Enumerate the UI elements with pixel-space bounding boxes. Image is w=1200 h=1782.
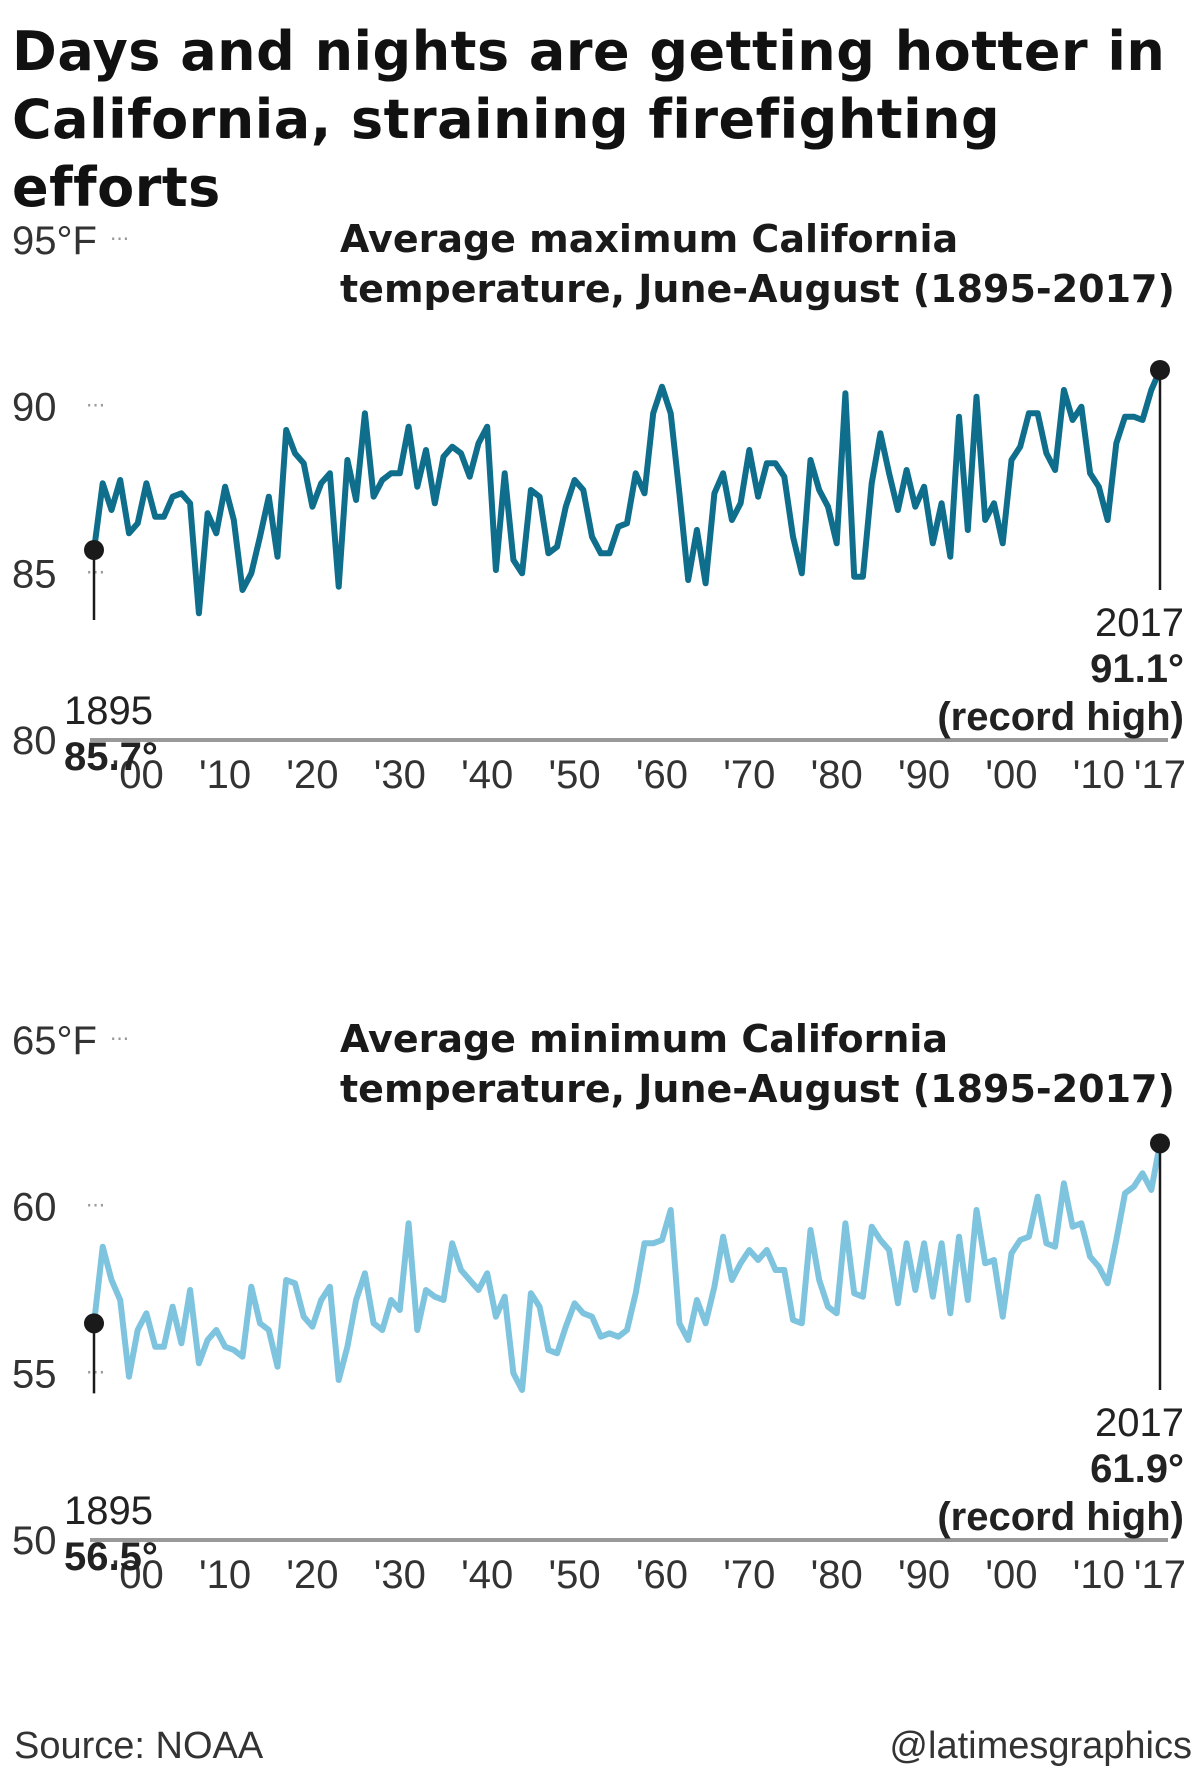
x-tick-label: '10 <box>1073 753 1125 797</box>
start-year: 1895 <box>64 1489 153 1533</box>
x-tick-label: '60 <box>636 753 688 797</box>
x-tick-label: '30 <box>374 753 426 797</box>
x-tick-label: '17 <box>1134 1553 1186 1597</box>
end-callout: 2017 91.1° (record high) <box>937 600 1184 742</box>
x-tick-label: '50 <box>549 1553 601 1597</box>
x-tick-label: '70 <box>723 753 775 797</box>
end-callout: 2017 61.9° (record high) <box>937 1400 1184 1542</box>
y-tick-dots: ··· <box>86 560 105 584</box>
chart-title: Average maximum California temperature, … <box>340 217 1175 311</box>
end-point-marker <box>1150 1133 1170 1154</box>
y-tick-dots: ··· <box>110 1027 129 1051</box>
x-tick-label: '90 <box>898 1553 950 1597</box>
y-tick-label: 90 <box>12 386 57 430</box>
y-tick-dots: ··· <box>86 394 105 418</box>
x-tick-label: '10 <box>199 1553 251 1597</box>
start-point-marker <box>84 540 104 560</box>
start-point-marker <box>84 1313 104 1334</box>
y-tick-label: 50 <box>12 1519 57 1563</box>
x-tick-label: '30 <box>374 1553 426 1597</box>
x-tick-label: '60 <box>636 1553 688 1597</box>
x-tick-label: '40 <box>461 1553 513 1597</box>
x-tick-label: '00 <box>112 1553 164 1597</box>
end-value: 61.9° <box>1090 1447 1184 1491</box>
y-tick-label: 80 <box>12 719 57 763</box>
x-tick-label: '10 <box>1073 1553 1125 1597</box>
end-year: 2017 <box>1095 601 1184 645</box>
x-tick-label: '20 <box>286 753 338 797</box>
y-tick-label: 95°F <box>12 219 97 263</box>
min-temp-chart: 65°F 60 ··· 55 ··· 50 ··· '00 '10 '20 '30 '40 '50 '60… <box>0 1000 1200 1720</box>
y-tick-dots: ··· <box>86 1360 105 1384</box>
x-tick-label: '00 <box>985 1553 1037 1597</box>
start-callout: 1895 56.5° <box>64 1488 158 1580</box>
max-temp-chart: 95°F 90 ··· 85 ··· 80 ··· '00 '10 '20 '30 '40 '50 '60… <box>0 200 1200 920</box>
y-tick-label: 60 <box>12 1186 57 1230</box>
y-tick-label: 85 <box>12 552 57 596</box>
start-value: 56.5° <box>64 1535 158 1579</box>
y-tick-dots: ··· <box>110 227 129 251</box>
chart-title: Average minimum California temperature, … <box>340 1017 1175 1111</box>
end-note: (record high) <box>937 695 1184 739</box>
x-tick-label: '80 <box>811 753 863 797</box>
start-year: 1895 <box>64 689 153 733</box>
headline: Days and nights are getting hotter in Ca… <box>12 20 1166 219</box>
y-tick-dots: ··· <box>86 1194 105 1218</box>
end-point-marker <box>1150 360 1170 380</box>
y-tick-label: 65°F <box>12 1019 97 1063</box>
x-tick-label: '20 <box>286 1553 338 1597</box>
min-temp-chart-svg: 65°F 60 ··· 55 ··· 50 ··· '00 '10 '20 '30 '40 '50 '60… <box>12 1019 1186 1597</box>
end-year: 2017 <box>1095 1401 1184 1445</box>
y-tick-label: 55 <box>12 1352 57 1396</box>
max-temp-chart-svg: 95°F 90 ··· 85 ··· 80 ··· '00 '10 '20 '30 '40 '50 '60… <box>12 219 1186 797</box>
x-tick-label: '80 <box>811 1553 863 1597</box>
x-tick-label: '00 <box>112 753 164 797</box>
temperature-series-line <box>91 367 1163 617</box>
start-value: 85.7° <box>64 735 158 779</box>
x-tick-label: '00 <box>985 753 1037 797</box>
x-tick-label: '17 <box>1134 753 1186 797</box>
x-tick-label: '40 <box>461 753 513 797</box>
start-callout: 1895 85.7° <box>64 688 158 780</box>
source-note: Source: NOAA <box>14 1725 264 1767</box>
end-value: 91.1° <box>1090 647 1184 691</box>
x-tick-label: '50 <box>549 753 601 797</box>
credit-note: @latimesgraphics <box>889 1725 1192 1767</box>
end-note: (record high) <box>937 1495 1184 1539</box>
x-tick-label: '70 <box>723 1553 775 1597</box>
x-tick-label: '10 <box>199 753 251 797</box>
x-tick-label: '90 <box>898 753 950 797</box>
temperature-series-line <box>91 1140 1163 1393</box>
